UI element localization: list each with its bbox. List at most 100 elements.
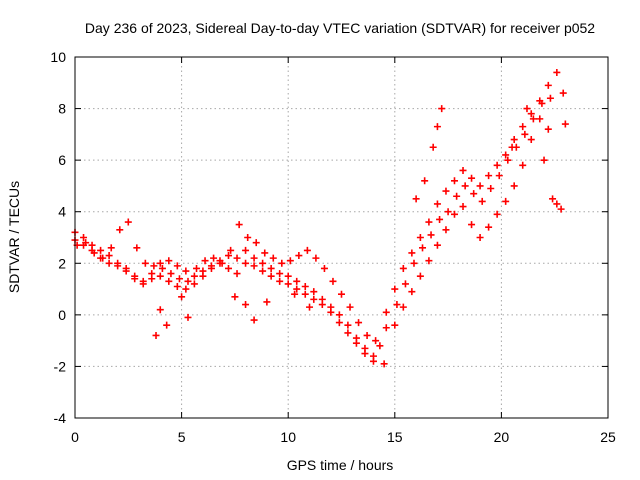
data-point (82, 239, 90, 247)
data-point (329, 277, 337, 285)
data-point (510, 182, 518, 190)
data-point (131, 275, 139, 283)
y-tick-label: 0 (58, 307, 66, 323)
data-point (553, 200, 561, 208)
data-point (425, 257, 433, 265)
data-point (227, 246, 235, 254)
data-point (178, 293, 186, 301)
data-point (444, 208, 452, 216)
data-point (519, 123, 527, 131)
data-point (235, 221, 243, 229)
series-track-a (71, 68, 567, 360)
data-point (335, 311, 343, 319)
chart-title: Day 236 of 2023, Sidereal Day-to-day VTE… (85, 20, 595, 36)
x-tick-label: 25 (600, 429, 616, 445)
data-point (259, 267, 267, 275)
data-point (152, 331, 160, 339)
data-point (450, 210, 458, 218)
data-point (546, 94, 554, 102)
data-point (346, 303, 354, 311)
data-point (252, 239, 260, 247)
y-tick-label: -2 (54, 358, 67, 374)
data-point (278, 259, 286, 267)
data-point (355, 319, 363, 327)
x-tick-label: 10 (280, 429, 296, 445)
series-track-b (71, 115, 552, 368)
data-point (468, 174, 476, 182)
data-point (310, 295, 318, 303)
data-point (380, 360, 388, 368)
data-point (267, 264, 275, 272)
data-point (557, 205, 565, 213)
data-point (442, 226, 450, 234)
data-point (538, 99, 546, 107)
data-point (210, 254, 218, 262)
data-point (207, 264, 215, 272)
data-point (502, 197, 510, 205)
data-point (301, 282, 309, 290)
data-point (156, 272, 164, 280)
y-tick-label: -4 (54, 410, 67, 426)
data-point (382, 324, 390, 332)
data-point (527, 136, 535, 144)
x-tick-label: 0 (71, 429, 79, 445)
data-point (250, 316, 258, 324)
data-point (442, 187, 450, 195)
data-point (133, 244, 141, 252)
data-point (391, 321, 399, 329)
data-point (544, 125, 552, 133)
data-point (276, 277, 284, 285)
data-point (416, 234, 424, 241)
data-point (233, 254, 241, 262)
grid-lines (75, 57, 608, 418)
y-tick-label: 10 (50, 49, 66, 65)
data-point (122, 267, 130, 275)
data-point (433, 200, 441, 208)
data-point (450, 177, 458, 185)
data-point (408, 249, 416, 257)
data-point (150, 262, 158, 270)
data-point (242, 301, 250, 309)
data-point (105, 252, 113, 260)
data-point (269, 254, 277, 262)
data-point (163, 321, 171, 329)
data-point (561, 120, 569, 128)
data-point (376, 342, 384, 350)
data-point (242, 259, 250, 267)
data-point (408, 288, 416, 296)
data-point (438, 105, 446, 113)
data-point (495, 172, 503, 180)
data-point (412, 195, 420, 203)
data-point (529, 115, 537, 123)
data-point (485, 172, 493, 180)
data-point (141, 259, 149, 267)
data-point (267, 272, 275, 280)
data-point (261, 249, 269, 257)
series-track-c (73, 94, 554, 345)
data-points (71, 68, 569, 368)
data-point (485, 223, 493, 231)
data-point (199, 272, 207, 280)
data-point (335, 319, 343, 327)
data-point (352, 339, 360, 347)
data-point (116, 226, 124, 234)
data-point (416, 272, 424, 280)
data-point (344, 321, 352, 329)
data-point (453, 192, 461, 200)
data-point (276, 270, 284, 278)
data-point (182, 267, 190, 275)
data-point (99, 254, 107, 262)
data-point (361, 350, 369, 358)
data-point (544, 81, 552, 89)
data-point (173, 262, 181, 270)
data-point (502, 151, 510, 159)
data-point (369, 357, 377, 365)
axis-ticks: 0 5 10 15 20 25 -4 -2 0 2 4 6 8 10 (50, 49, 616, 445)
data-point (167, 270, 175, 278)
data-point (184, 277, 192, 285)
data-point (527, 110, 535, 118)
data-point (201, 257, 209, 265)
data-point (231, 293, 239, 301)
y-tick-label: 8 (58, 101, 66, 117)
